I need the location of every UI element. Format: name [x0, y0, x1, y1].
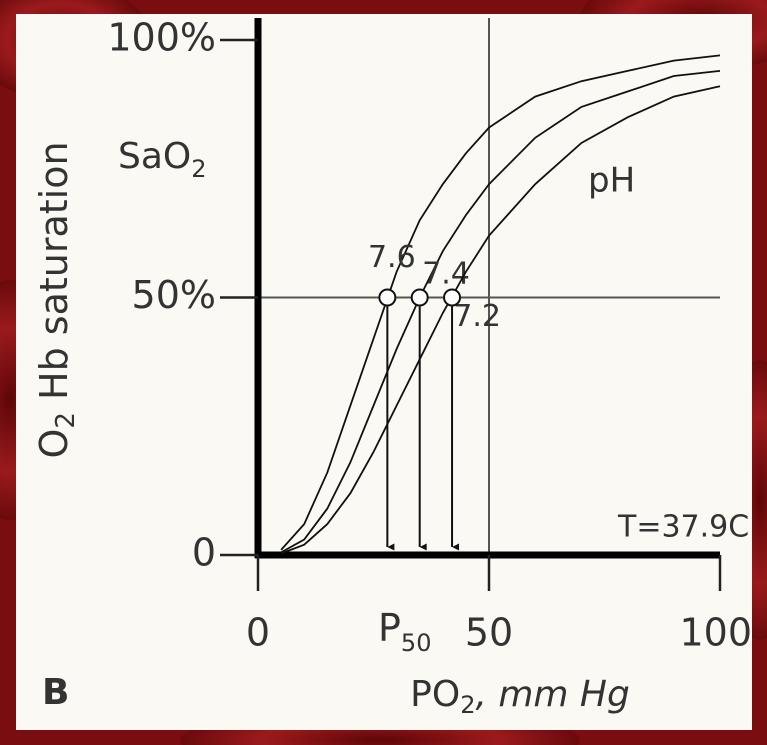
y-tick-label: 0 — [192, 531, 216, 575]
y-axis-label-part: Hb saturation — [32, 141, 76, 412]
y-tick-label: 50% — [132, 273, 216, 317]
note: T=37.9C — [617, 510, 749, 545]
x-tick-label: 0 — [246, 611, 270, 655]
x-axis-label-sub: 2 — [460, 691, 475, 719]
y-axis-label-part: O — [32, 429, 76, 459]
x-axis-label-part: , mm Hg — [475, 674, 629, 715]
x-axis-label: PO2, mm Hg — [410, 674, 630, 719]
panel — [16, 14, 752, 730]
curve-label: 7.6 — [368, 240, 416, 275]
y-annotation: SaO2 — [118, 136, 207, 183]
x-tick-label: 100 — [679, 611, 752, 655]
x-annotation-part: P — [378, 606, 401, 650]
p50-point — [378, 288, 397, 307]
y-annotation-part: SaO — [118, 136, 191, 177]
curve — [280, 54, 721, 551]
x-annotation-sub: 50 — [401, 629, 432, 657]
y-axis-label-sub: 2 — [51, 412, 81, 429]
curve — [280, 85, 721, 555]
curve-label: 7.4 — [422, 257, 470, 292]
y-tick-label: 100% — [107, 16, 216, 60]
panel-label: B — [42, 672, 69, 713]
y-annotation-sub: 2 — [191, 155, 206, 183]
curve — [280, 70, 721, 554]
y-axis-label: O2 Hb saturation — [32, 141, 81, 458]
curve-label: 7.2 — [453, 299, 501, 334]
legend-title: pH — [588, 161, 635, 201]
plot-area: 0 50% 100% 0 50 100 7.6 7.4 7.2 — [107, 16, 752, 655]
x-axis-label-part: PO — [410, 674, 460, 715]
x-annotation: P50 — [378, 606, 431, 658]
p50-point — [410, 288, 429, 307]
p50-point — [443, 288, 462, 307]
x-tick-label: 50 — [465, 611, 513, 655]
